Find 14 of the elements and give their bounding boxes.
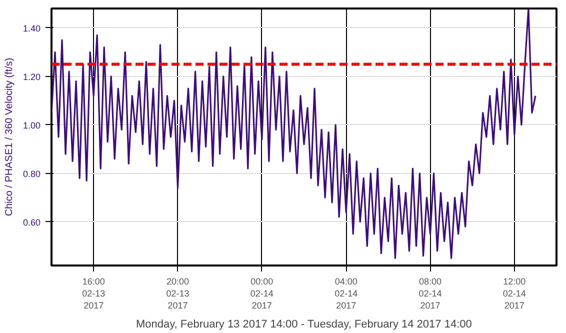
y-tick-label: 1.20	[22, 72, 41, 82]
y-axis-title: Chico / PHASE1 / 360 Velocity (ft/s)	[4, 58, 15, 216]
y-tick-label: 0.60	[22, 217, 41, 228]
x-axis-title: Monday, February 13 2017 14:00 - Tuesday, February 14 2017 14:00	[136, 318, 472, 330]
x-tick-label: 16:00 02-13 2017	[82, 276, 106, 310]
x-tick-label: 00:00 02-14 2017	[250, 276, 274, 310]
y-tick-label: 0.80	[22, 168, 41, 179]
x-tick-label: 04:00 02-14 2017	[334, 276, 358, 310]
y-tick-label: 1.00	[22, 120, 41, 130]
y-tick-label: 1.40	[22, 23, 41, 34]
x-tick-label: 20:00 02-13 2017	[166, 276, 190, 310]
x-tick-label: 08:00 02-14 2017	[418, 276, 442, 310]
line-series	[52, 8, 536, 260]
x-tick-label: 12:00 02-14 2017	[502, 276, 526, 310]
